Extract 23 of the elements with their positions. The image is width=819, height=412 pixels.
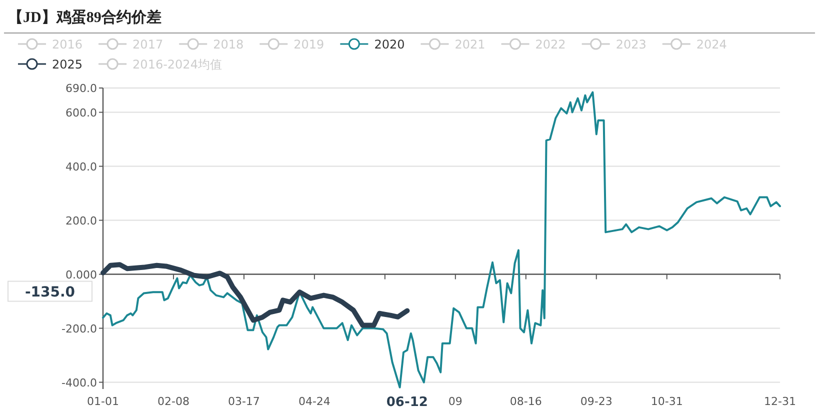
legend-item: 2020 (340, 38, 405, 52)
ytick: 0.000 (66, 268, 97, 282)
legend-label: 2020 (374, 38, 405, 52)
xtick: 12-31 (764, 395, 796, 408)
xtick: 04-24 (298, 395, 330, 408)
xtick: 09 (448, 395, 462, 408)
xtick: 09-23 (580, 395, 612, 408)
xtick: 02-08 (158, 395, 190, 408)
xtick: 08-16 (510, 395, 542, 408)
ytick: -400.0 (62, 376, 97, 390)
ytick: 400.0 (66, 160, 97, 174)
xtick: 10-31 (650, 395, 683, 408)
annotation: -135.0 (8, 280, 92, 302)
legend-label: 2025 (52, 58, 83, 72)
ytick: 200.0 (66, 214, 97, 228)
annotation: 06-12 (386, 395, 428, 410)
ytick: -200.0 (62, 322, 97, 336)
xtick: 03-17 (228, 395, 260, 408)
xtick: 01-01 (87, 395, 119, 408)
ytick: 600.0 (66, 106, 97, 120)
legend-item: 2025 (18, 58, 83, 72)
title: 【JD】鸡蛋89合约价差 (8, 10, 162, 26)
ytick: 690.0 (66, 82, 97, 95)
